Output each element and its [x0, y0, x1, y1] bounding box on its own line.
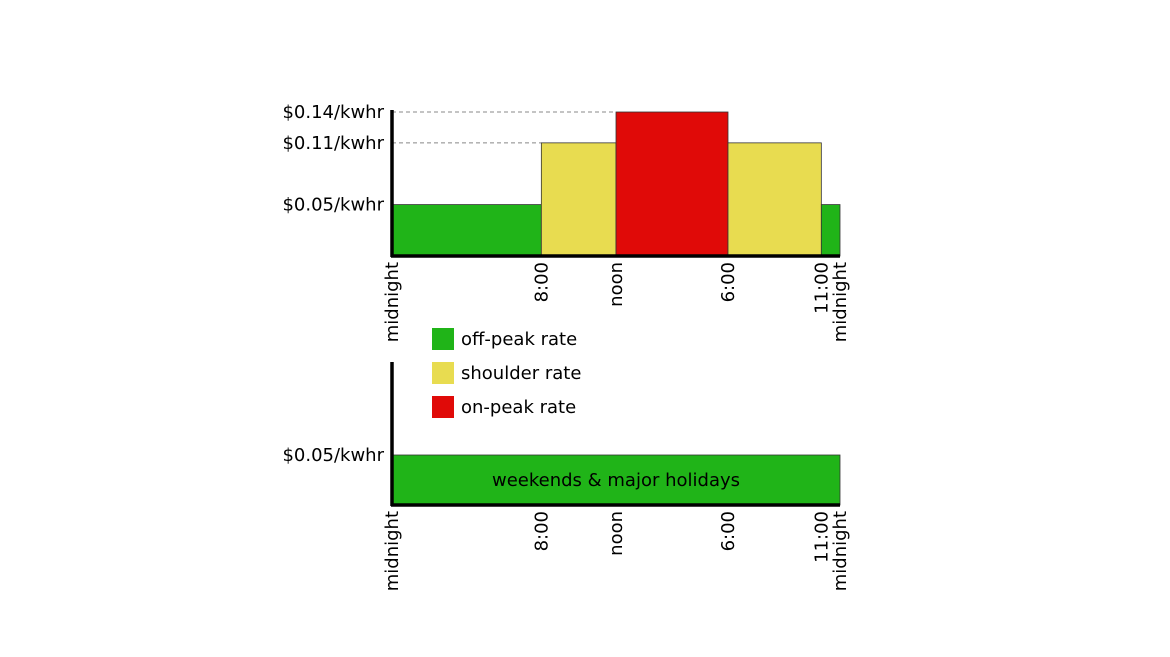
- x-tick-label: 11:00: [811, 262, 832, 314]
- rate-bar-shoulder: [727, 142, 822, 257]
- legend-swatch-on-peak: [432, 396, 454, 418]
- x-tick-label: midnight: [830, 511, 851, 591]
- rate-bar-off-peak: [391, 454, 841, 506]
- legend-swatch-shoulder: [432, 362, 454, 384]
- rate-bar-off-peak: [820, 204, 841, 257]
- legend-swatch-off-peak: [432, 328, 454, 350]
- rate-bar-shoulder: [540, 142, 617, 257]
- x-tick-label: midnight: [382, 511, 403, 591]
- x-tick-label: 6:00: [718, 511, 739, 551]
- legend-label: off-peak rate: [461, 329, 577, 350]
- weekend-rate-chart: weekends & major holidays $0.05/kwhr midni…: [282, 362, 851, 591]
- legend: off-peak rate shoulder rate on-peak rate: [432, 328, 581, 418]
- x-tick-label: midnight: [382, 262, 403, 342]
- x-tick-label: noon: [606, 262, 627, 307]
- x-tick-label: midnight: [830, 262, 851, 342]
- y-tick-label: $0.05/kwhr: [282, 445, 384, 466]
- legend-label: shoulder rate: [461, 363, 581, 384]
- bar-label: weekends & major holidays: [492, 470, 740, 491]
- rate-bar-on-peak: [615, 111, 729, 257]
- y-tick-label: $0.14/kwhr: [282, 102, 384, 123]
- x-tick-label: 11:00: [811, 511, 832, 563]
- weekday-rate-chart: $0.14/kwhr $0.11/kwhr $0.05/kwhr midnight 8:…: [282, 102, 851, 342]
- x-tick-label: noon: [606, 511, 627, 556]
- y-tick-label: $0.11/kwhr: [282, 133, 384, 154]
- x-tick-label: 8:00: [531, 511, 552, 551]
- x-tick-label: 8:00: [531, 262, 552, 302]
- rate-bar-off-peak: [391, 204, 542, 257]
- y-tick-label: $0.05/kwhr: [282, 195, 384, 216]
- x-tick-label: 6:00: [718, 262, 739, 302]
- legend-label: on-peak rate: [461, 397, 576, 418]
